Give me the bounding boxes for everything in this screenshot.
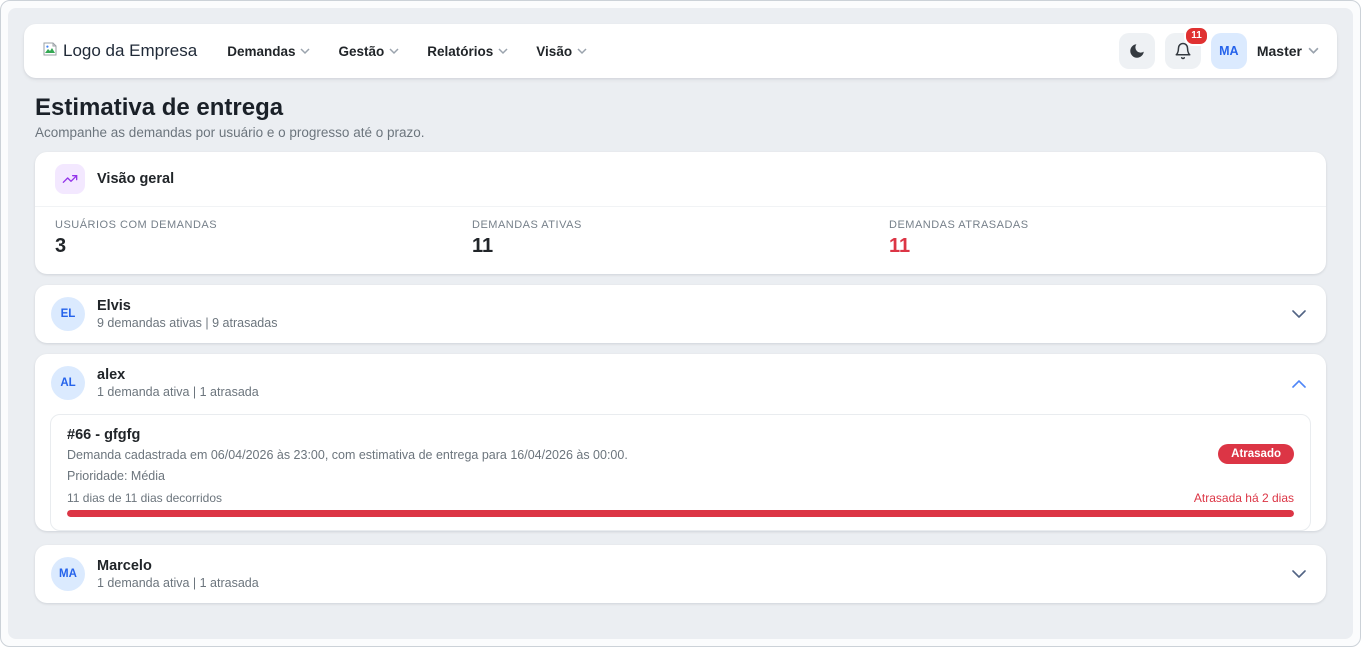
chevron-down-icon [498, 48, 508, 55]
progress-bar [67, 510, 1294, 517]
user-summary: 9 demandas ativas | 9 atrasadas [97, 316, 278, 330]
user-summary: 1 demanda ativa | 1 atrasada [97, 385, 259, 399]
avatar: AL [51, 366, 85, 400]
navbar: Logo da Empresa Demandas Gestão Relatóri… [24, 24, 1337, 78]
notification-count-badge: 11 [1184, 26, 1209, 46]
dark-mode-toggle[interactable] [1118, 33, 1155, 69]
logo-alt-text: Logo da Empresa [63, 41, 198, 60]
overview-stats: USUÁRIOS COM DEMANDAS 3 DEMANDAS ATIVAS … [35, 207, 1326, 274]
overview-title: Visão geral [97, 171, 175, 187]
demand-description: Demanda cadastrada em 06/04/2026 às 23:0… [67, 448, 628, 462]
progress-bar-fill [67, 510, 1294, 517]
avatar[interactable]: MA [1210, 33, 1247, 69]
menu-item-relatorios[interactable]: Relatórios [427, 44, 508, 59]
user-row-toggle[interactable]: EL Elvis 9 demandas ativas | 9 atrasadas [35, 285, 1326, 343]
stat-value: 11 [889, 235, 911, 257]
stat-label: USUÁRIOS COM DEMANDAS [55, 219, 218, 231]
overview-header: Visão geral [35, 152, 1326, 207]
stat-label: DEMANDAS ATRASADAS [889, 219, 1029, 231]
user-summary: 1 demanda ativa | 1 atrasada [97, 576, 259, 590]
trending-up-icon [55, 164, 85, 194]
page-subtitle: Acompanhe as demandas por usuário e o pr… [35, 125, 425, 140]
stat-active-demands: DEMANDAS ATIVAS 11 [472, 219, 889, 258]
progress-label: 11 dias de 11 dias decorridos [67, 491, 222, 505]
user-card-marcelo: MA Marcelo 1 demanda ativa | 1 atrasada [35, 545, 1326, 603]
user-row-toggle[interactable]: AL alex 1 demanda ativa | 1 atrasada [35, 354, 1326, 412]
menu-item-visao[interactable]: Visão [536, 44, 587, 59]
chevron-down-icon[interactable] [1292, 309, 1306, 319]
chevron-down-icon [577, 48, 587, 55]
user-row-toggle[interactable]: MA Marcelo 1 demanda ativa | 1 atrasada [35, 545, 1326, 603]
broken-image-icon [42, 41, 58, 62]
demand-priority: Prioridade: Média [67, 469, 165, 483]
chevron-down-icon[interactable] [1292, 569, 1306, 579]
stat-label: DEMANDAS ATIVAS [472, 219, 582, 231]
menu-item-demandas[interactable]: Demandas [227, 44, 311, 59]
user-name: Elvis [97, 298, 131, 314]
user-card-alex: AL alex 1 demanda ativa | 1 atrasada #66… [35, 354, 1326, 531]
app-viewport: Logo da Empresa Demandas Gestão Relatóri… [8, 8, 1353, 639]
chevron-up-icon[interactable] [1292, 379, 1306, 388]
user-name: alex [97, 367, 126, 383]
avatar: EL [51, 297, 85, 331]
navbar-actions: 11 MA Master [1118, 26, 1319, 69]
notifications-button[interactable]: 11 [1164, 26, 1209, 69]
demand-title: #66 - gfgfg [67, 427, 141, 443]
stat-overdue-demands: DEMANDAS ATRASADAS 11 [889, 219, 1306, 258]
menu-item-gestao[interactable]: Gestão [338, 44, 399, 59]
main-content: Estimativa de entrega Acompanhe as deman… [8, 94, 1353, 603]
demand-card: #66 - gfgfg Demanda cadastrada em 06/04/… [50, 414, 1311, 531]
stat-value: 3 [55, 235, 67, 257]
stat-users-with-demands: USUÁRIOS COM DEMANDAS 3 [55, 219, 472, 258]
page-title: Estimativa de entrega [35, 94, 284, 121]
overview-card: Visão geral USUÁRIOS COM DEMANDAS 3 DEMA… [35, 152, 1326, 274]
overdue-label: Atrasada há 2 dias [1193, 491, 1294, 505]
stat-value: 11 [472, 235, 494, 257]
status-badge: Atrasado [1218, 444, 1294, 464]
company-logo[interactable]: Logo da Empresa [42, 41, 197, 62]
user-name: Marcelo [97, 558, 152, 574]
avatar: MA [51, 557, 85, 591]
bell-icon [1175, 42, 1191, 60]
moon-icon [1130, 44, 1144, 58]
chevron-down-icon [389, 48, 399, 55]
chevron-down-icon [1308, 47, 1319, 54]
user-menu[interactable]: Master [1257, 43, 1319, 59]
user-card-elvis: EL Elvis 9 demandas ativas | 9 atrasadas [35, 285, 1326, 343]
main-menu: Demandas Gestão Relatórios Visão [227, 44, 587, 59]
user-menu-label: Master [1256, 43, 1302, 59]
chevron-down-icon [300, 48, 311, 55]
